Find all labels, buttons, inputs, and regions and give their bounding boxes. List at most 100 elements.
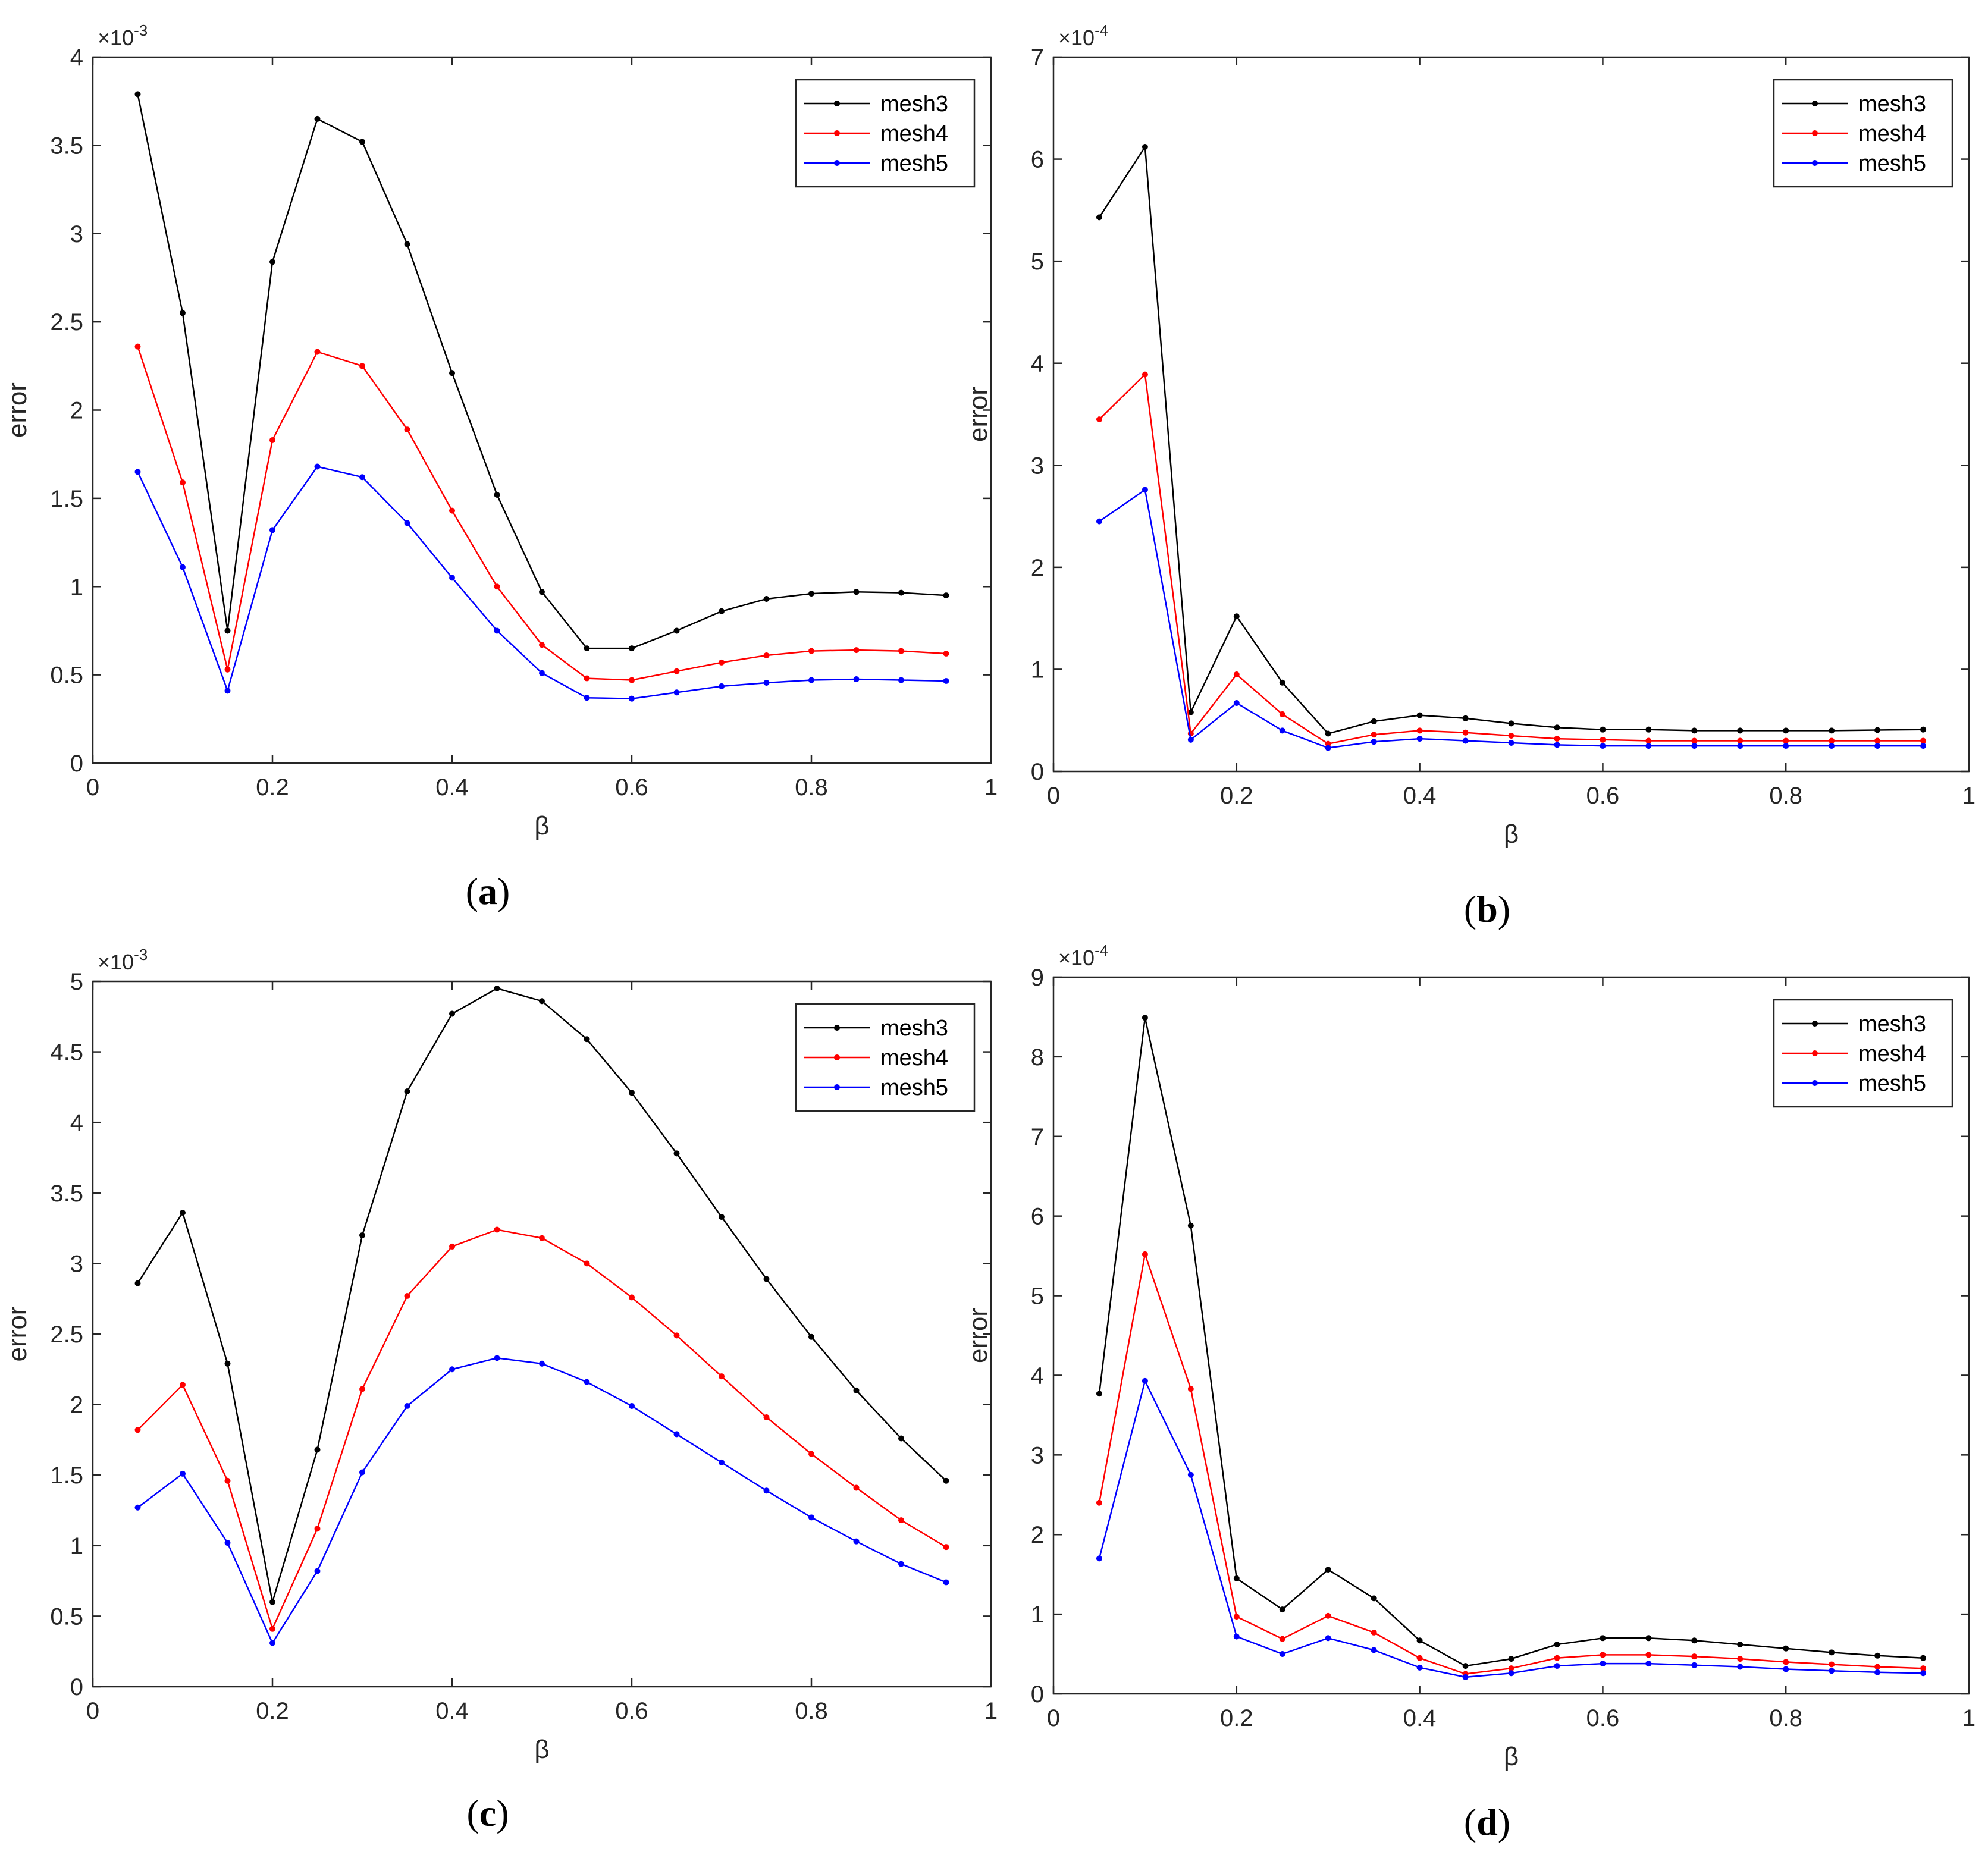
data-point-mesh5 bbox=[1279, 1651, 1285, 1658]
data-point-mesh4 bbox=[1920, 737, 1927, 744]
data-point-mesh4 bbox=[584, 1260, 590, 1267]
data-point-mesh3 bbox=[269, 259, 275, 265]
data-point-mesh3 bbox=[1783, 1645, 1789, 1652]
data-point-mesh4 bbox=[808, 648, 814, 654]
legend-marker-mesh3 bbox=[834, 101, 840, 106]
legend-marker-mesh5 bbox=[834, 160, 840, 166]
data-point-mesh5 bbox=[763, 679, 770, 686]
data-point-mesh4 bbox=[1874, 737, 1881, 744]
series-mesh3 bbox=[1096, 1015, 1927, 1669]
data-point-mesh4 bbox=[269, 437, 275, 443]
data-point-mesh4 bbox=[1645, 1652, 1652, 1658]
data-point-mesh3 bbox=[584, 1036, 590, 1043]
x-tick-label: 0.6 bbox=[615, 1698, 648, 1724]
data-point-mesh4 bbox=[1371, 732, 1377, 738]
data-point-mesh5 bbox=[629, 695, 635, 702]
data-point-mesh4 bbox=[629, 677, 635, 683]
data-point-mesh5 bbox=[1096, 518, 1102, 525]
series-mesh3 bbox=[134, 985, 949, 1605]
data-point-mesh5 bbox=[1737, 743, 1744, 749]
legend-label-mesh3: mesh3 bbox=[1858, 92, 1926, 117]
data-point-mesh4 bbox=[1142, 1251, 1148, 1257]
x-tick-label: 0.2 bbox=[1220, 1705, 1253, 1731]
data-point-mesh4 bbox=[1783, 737, 1789, 744]
y-tick-label: 4 bbox=[1031, 351, 1044, 377]
data-point-mesh4 bbox=[1233, 1614, 1240, 1620]
data-point-mesh4 bbox=[1462, 729, 1469, 736]
data-point-mesh4 bbox=[134, 1427, 141, 1433]
panel-caption: (b) bbox=[1464, 888, 1510, 930]
y-axis-label: error bbox=[964, 387, 993, 442]
y-tick-label: 2 bbox=[1031, 1522, 1044, 1548]
data-point-mesh3 bbox=[1279, 1606, 1285, 1613]
data-point-mesh5 bbox=[1187, 736, 1194, 743]
data-point-mesh4 bbox=[1371, 1629, 1377, 1636]
data-point-mesh4 bbox=[1416, 1655, 1423, 1661]
data-point-mesh4 bbox=[673, 668, 680, 674]
data-point-mesh4 bbox=[1829, 737, 1835, 744]
data-point-mesh4 bbox=[359, 1386, 365, 1392]
legend-marker-mesh3 bbox=[1812, 101, 1818, 106]
data-point-mesh3 bbox=[1462, 715, 1469, 721]
data-point-mesh5 bbox=[224, 1540, 231, 1546]
data-point-mesh5 bbox=[1508, 739, 1514, 746]
data-point-mesh3 bbox=[898, 589, 904, 596]
data-point-mesh4 bbox=[763, 652, 770, 658]
plot-area bbox=[1052, 56, 1970, 773]
data-point-mesh5 bbox=[1371, 739, 1377, 745]
data-point-mesh4 bbox=[404, 426, 410, 433]
data-point-mesh5 bbox=[1829, 743, 1835, 749]
data-point-mesh3 bbox=[494, 985, 500, 991]
y-exponent-power: -4 bbox=[1095, 941, 1108, 959]
data-point-mesh4 bbox=[494, 1226, 500, 1233]
y-tick-label: 6 bbox=[1031, 147, 1044, 173]
data-point-mesh4 bbox=[1279, 711, 1285, 717]
y-tick-label: 1.5 bbox=[50, 1462, 83, 1489]
data-point-mesh4 bbox=[1187, 1386, 1194, 1392]
x-tick-label: 0.4 bbox=[435, 1698, 469, 1724]
data-point-mesh3 bbox=[629, 645, 635, 652]
data-point-mesh5 bbox=[134, 1504, 141, 1511]
data-point-mesh4 bbox=[134, 343, 141, 350]
data-point-mesh4 bbox=[1279, 1636, 1285, 1642]
y-tick-label: 3 bbox=[70, 221, 83, 247]
data-point-mesh3 bbox=[808, 591, 814, 597]
legend-marker-mesh5 bbox=[1812, 1080, 1818, 1086]
panel-caption: (c) bbox=[466, 1792, 509, 1834]
data-point-mesh4 bbox=[269, 1625, 275, 1632]
data-point-mesh3 bbox=[1874, 1652, 1881, 1659]
data-point-mesh5 bbox=[1279, 727, 1285, 734]
data-point-mesh4 bbox=[1508, 732, 1514, 739]
x-axis-label: β bbox=[534, 1735, 549, 1764]
data-point-mesh5 bbox=[1874, 743, 1881, 749]
data-point-mesh5 bbox=[808, 677, 814, 683]
data-point-mesh3 bbox=[584, 645, 590, 652]
data-point-mesh5 bbox=[719, 683, 725, 689]
data-point-mesh5 bbox=[1233, 700, 1240, 707]
y-tick-label: 4 bbox=[1031, 1363, 1044, 1389]
data-point-mesh4 bbox=[1783, 1659, 1789, 1665]
x-tick-label: 0.2 bbox=[256, 774, 289, 801]
x-tick-label: 0.8 bbox=[795, 774, 828, 801]
y-tick-label: 3 bbox=[1031, 453, 1044, 479]
data-point-mesh5 bbox=[180, 1470, 186, 1477]
data-point-mesh4 bbox=[1325, 740, 1331, 747]
y-tick-label: 1.5 bbox=[50, 486, 83, 512]
y-tick-label: 7 bbox=[1031, 45, 1044, 71]
data-point-mesh4 bbox=[719, 659, 725, 666]
data-point-mesh3 bbox=[539, 998, 545, 1005]
data-point-mesh5 bbox=[404, 1402, 410, 1409]
data-point-mesh4 bbox=[673, 1332, 680, 1339]
legend-label-mesh4: mesh4 bbox=[1858, 1041, 1926, 1066]
data-point-mesh3 bbox=[1233, 1575, 1240, 1581]
data-point-mesh4 bbox=[1554, 1655, 1560, 1661]
legend-label-mesh5: mesh5 bbox=[1858, 151, 1926, 176]
data-point-mesh5 bbox=[1416, 736, 1423, 742]
legend: mesh3 mesh4 mesh5 bbox=[795, 1003, 976, 1112]
data-point-mesh5 bbox=[1325, 1635, 1331, 1642]
data-point-mesh4 bbox=[1416, 727, 1423, 734]
y-tick-label: 8 bbox=[1031, 1044, 1044, 1071]
y-tick-label: 2.5 bbox=[50, 1322, 83, 1348]
data-point-mesh5 bbox=[629, 1402, 635, 1409]
